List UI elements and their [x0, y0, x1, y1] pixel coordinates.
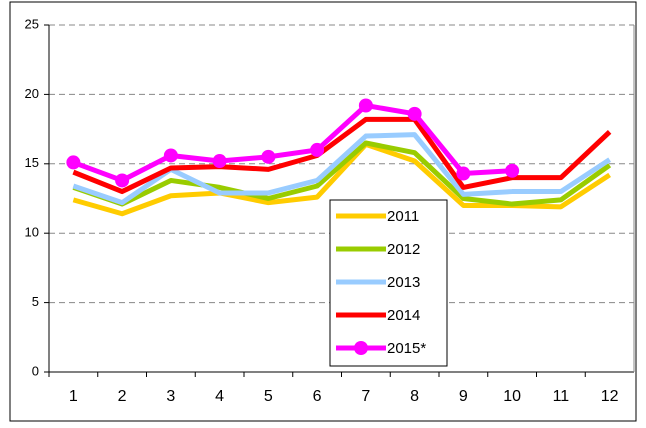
x-tick-label: 6 — [313, 388, 322, 405]
legend-label: 2012 — [387, 241, 420, 258]
x-tick-label: 8 — [410, 388, 419, 405]
x-tick-label: 11 — [553, 388, 570, 405]
point-marker — [310, 142, 325, 157]
series-line — [72, 103, 513, 183]
y-tick-label: 0 — [32, 363, 39, 378]
y-tick-label: 25 — [25, 16, 39, 31]
chart-frame — [9, 1, 637, 422]
x-tick-label: 12 — [601, 388, 619, 405]
point-marker — [505, 163, 520, 178]
point-marker — [163, 148, 178, 163]
x-tick-label: 9 — [459, 388, 468, 405]
point-marker — [66, 155, 81, 170]
point-marker — [115, 173, 130, 188]
y-tick-label: 15 — [25, 155, 39, 170]
legend-marker — [354, 341, 368, 355]
legend-label: 2014 — [387, 307, 420, 324]
y-tick-label: 20 — [25, 86, 39, 101]
point-marker — [212, 154, 227, 169]
series-line — [72, 116, 612, 195]
x-tick-label: 2 — [118, 388, 127, 405]
point-marker — [456, 166, 471, 181]
x-tick-label: 3 — [166, 388, 175, 405]
series-line — [72, 132, 611, 206]
legend-label: 2011 — [387, 208, 419, 225]
point-marker — [261, 149, 276, 164]
x-tick-label: 7 — [361, 388, 370, 405]
x-tick-label: 5 — [264, 388, 273, 405]
x-tick-label: 1 — [69, 388, 78, 405]
legend-label: 2013 — [387, 274, 420, 291]
legend-label: 2015* — [387, 340, 426, 357]
point-marker — [407, 106, 422, 121]
point-marker — [358, 98, 373, 113]
y-tick-label: 10 — [25, 225, 39, 240]
x-tick-label: 4 — [215, 388, 224, 405]
y-tick-label: 5 — [32, 294, 39, 309]
series-line — [72, 140, 612, 207]
x-tick-label: 10 — [503, 388, 521, 405]
